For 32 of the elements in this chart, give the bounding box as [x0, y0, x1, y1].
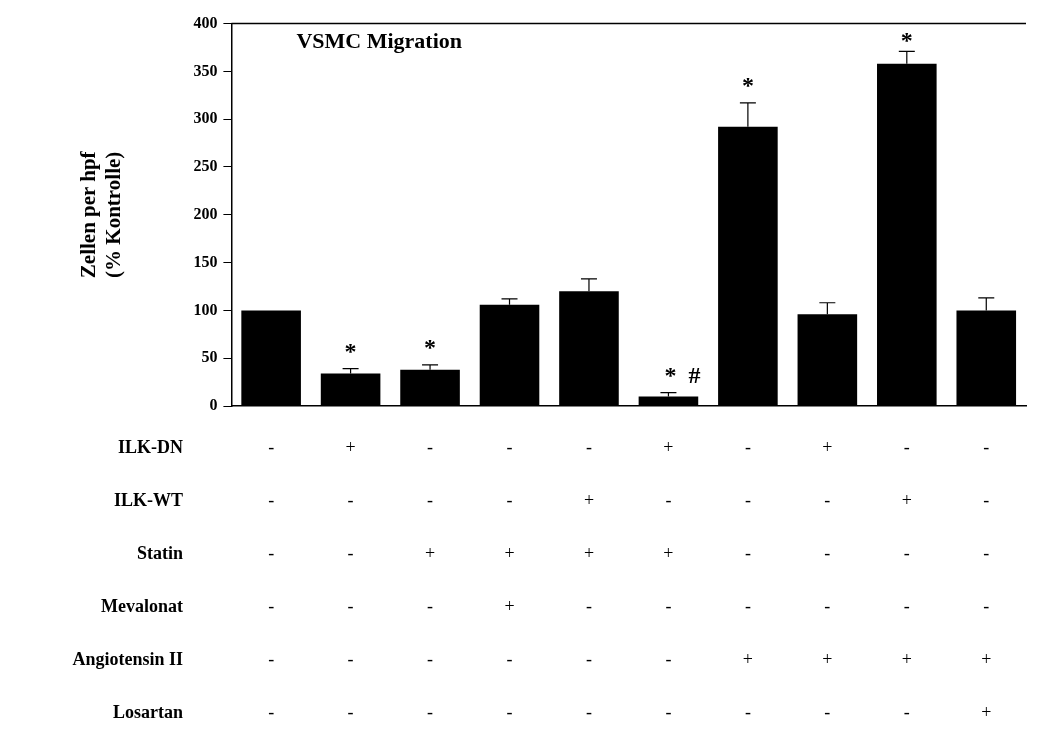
text: Angiotensin II — [72, 648, 183, 669]
y-tick-label: 300 — [193, 109, 218, 127]
y-tick-label: 250 — [193, 157, 218, 175]
y-axis-title: Zellen per hpf (% Kontrolle) — [76, 150, 126, 279]
text: ILK-WT — [113, 489, 183, 510]
category-label: + - - - + - — [822, 436, 833, 722]
data-label: * # — [664, 361, 701, 388]
y-tick-label: 350 — [193, 61, 218, 79]
category-label: + - + - - - — [663, 436, 674, 722]
category-label: - - - - + + — [981, 436, 992, 722]
y-tick-label: 0 — [209, 396, 218, 414]
y-tick-label: 400 — [193, 13, 218, 31]
y-tick-label: 100 — [193, 300, 218, 318]
category-label: + - - - - - — [345, 436, 356, 722]
category-label: - - + + - - — [504, 436, 515, 722]
text: Statin — [136, 542, 183, 563]
category-label: - + - - + - — [901, 436, 912, 722]
text: ILK-DN — [117, 436, 183, 457]
y-tick-label: 200 — [193, 204, 218, 222]
data-label: * — [741, 72, 754, 99]
data-label: * — [344, 337, 357, 364]
data-label: * — [900, 26, 913, 53]
y-tick-label: 50 — [201, 348, 218, 366]
data-label: * — [424, 334, 437, 361]
category-label: - - - - + - — [742, 436, 753, 722]
chart-title: VSMC Migration — [296, 28, 462, 54]
text: Mevalonat — [101, 595, 184, 616]
category-label: - - + - - - — [424, 436, 436, 722]
category-label: - - - - - - — [268, 436, 275, 722]
category-label: - + + - - - — [583, 436, 595, 722]
y-tick-label: 150 — [193, 252, 218, 270]
text: Losartan — [112, 701, 183, 722]
